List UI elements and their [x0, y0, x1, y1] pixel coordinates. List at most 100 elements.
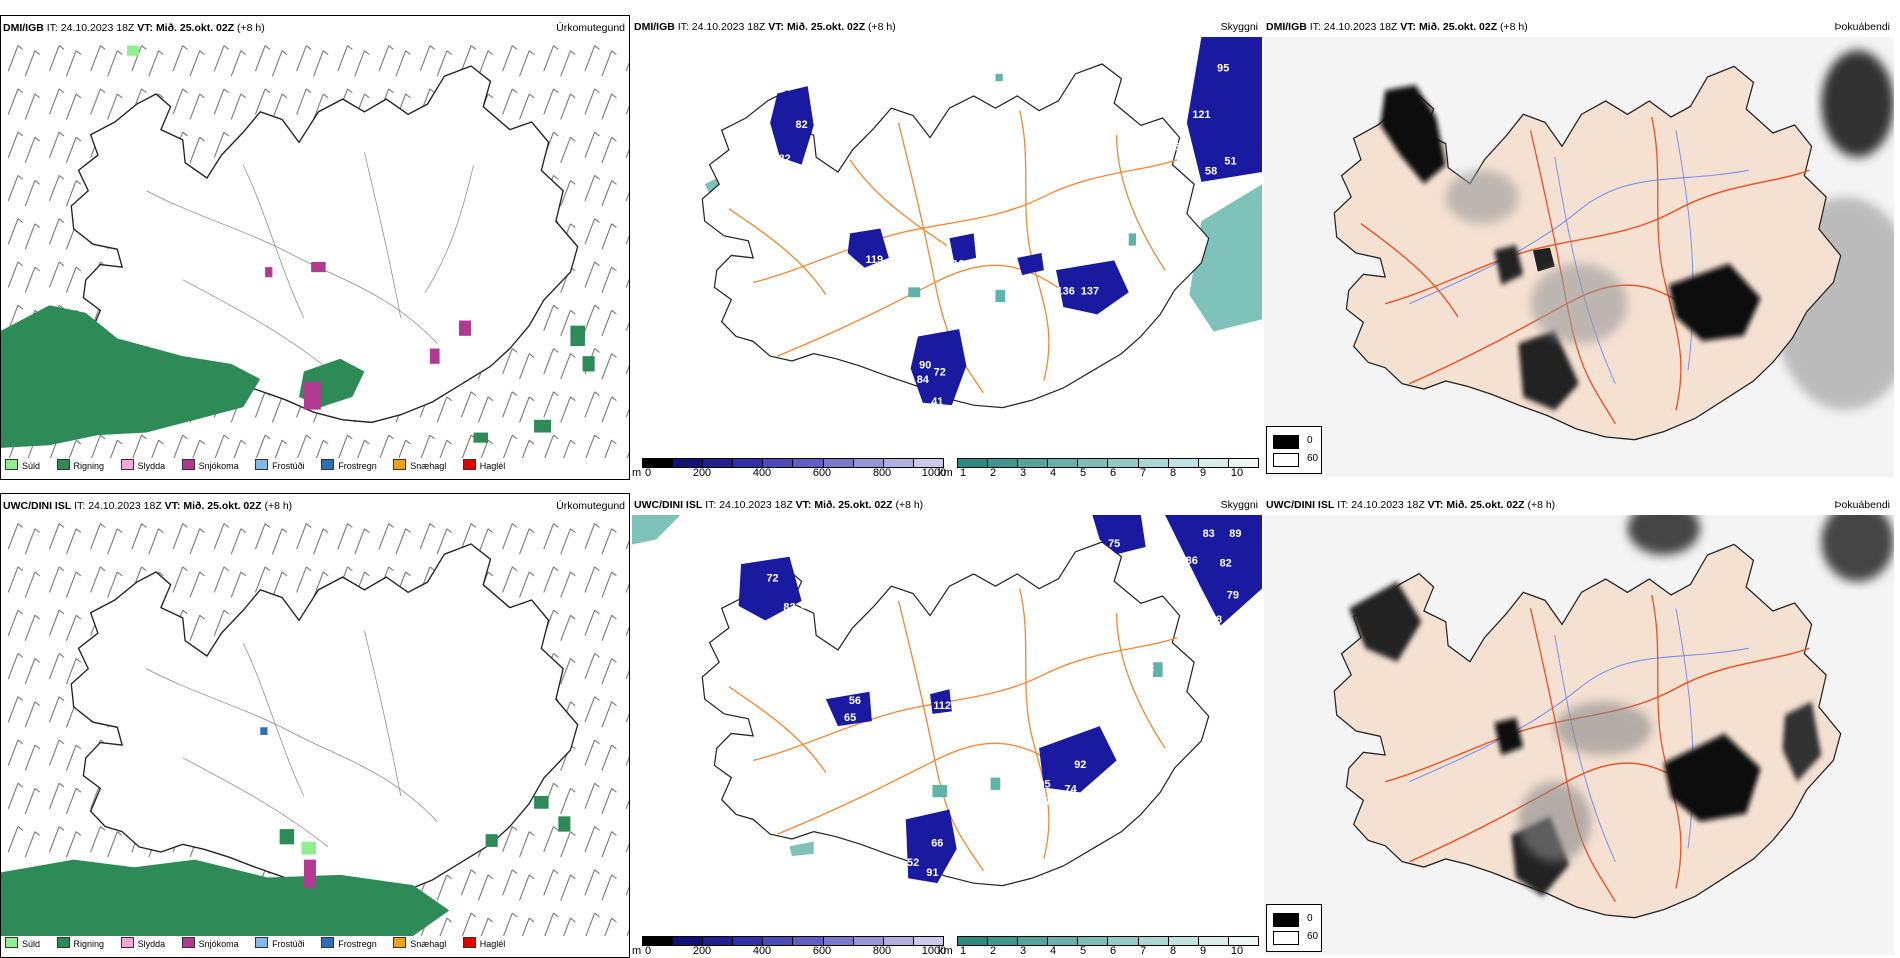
model-source: DMI/IGB	[1266, 21, 1307, 33]
cloud-base-label: 58	[1205, 165, 1217, 177]
lead-time: (+8 h)	[237, 22, 265, 34]
legend-swatch	[393, 459, 407, 470]
cloud-base-label: 83	[1203, 528, 1215, 540]
legend-swatch	[321, 937, 335, 948]
cloud-base-label: 105	[1032, 778, 1050, 790]
low-cloud-area	[770, 37, 1262, 406]
legend-item: Snæhagl	[393, 459, 446, 471]
lead-time: (+8 h)	[264, 500, 293, 512]
legend-swatch	[393, 937, 407, 948]
model-source: UWC/DINI ISL	[3, 500, 72, 512]
fog-legend: 0 60	[1266, 426, 1322, 474]
km-tick: 6	[1109, 945, 1117, 957]
low-cloud-area	[738, 515, 1262, 884]
model-source: UWC/DINI ISL	[1266, 499, 1335, 511]
km-tick: 10	[1230, 467, 1244, 479]
fog-panel-dmi: DMI/IGB IT: 24.10.2023 18Z VT: Mið. 25.o…	[1264, 15, 1894, 480]
km-tick: 9	[1199, 467, 1207, 479]
panel-header: UWC/DINI ISL IT: 24.10.2023 18Z VT: Mið.…	[3, 500, 625, 514]
km-tick: 4	[1049, 945, 1057, 957]
it-value: 24.10.2023 18Z	[88, 500, 162, 512]
it-label: IT:	[705, 499, 717, 511]
vt-value: Mið. 25.okt. 02Z	[786, 21, 866, 33]
vt-label: VT:	[795, 499, 812, 511]
fog-swatch	[1273, 453, 1299, 467]
km-tick: 9	[1199, 945, 1207, 957]
legend-item: Slydda	[120, 937, 165, 949]
cloud-base-label: 86	[1186, 555, 1198, 567]
cloud-base-label: 74	[1065, 783, 1078, 795]
km-tick: 2	[989, 467, 997, 479]
cloud-base-label: 92	[1074, 759, 1086, 771]
legend-swatch	[462, 459, 476, 470]
cloud-base-label: 66	[796, 178, 808, 190]
km-tick: 5	[1079, 467, 1087, 479]
vt-label: VT:	[137, 22, 154, 34]
model-source: DMI/IGB	[3, 22, 44, 34]
legend-swatch	[56, 459, 70, 470]
fog-label: 0	[1307, 435, 1313, 446]
cloud-base-label: 72	[766, 572, 778, 584]
cloud-base-label: 82	[779, 153, 791, 165]
m-tick: 400	[752, 467, 772, 479]
km-tick: 2	[989, 945, 997, 957]
panel-title: Skyggni	[1220, 499, 1258, 511]
cloud-panel-uwc: UWC/DINI ISL IT: 24.10.2023 18Z VT: Mið.…	[632, 493, 1262, 958]
vt-value: Mið. 25.okt. 02Z	[183, 500, 262, 512]
cloud-base-label: 20	[759, 89, 771, 101]
cloud-base-label: 72	[934, 367, 946, 379]
vt-label: VT:	[1400, 21, 1417, 33]
lead-time: (+8 h)	[868, 21, 896, 33]
m-colorbar	[642, 936, 944, 946]
cloud-base-label: 78	[1210, 614, 1222, 626]
it-value: 24.10.2023 18Z	[691, 21, 766, 33]
cloud-scale: m 0 200 400 600 800 1000 km 1 2 3 4 5 6 …	[632, 934, 1262, 958]
km-tick: 6	[1109, 467, 1117, 479]
fog-swatch	[1273, 913, 1299, 927]
it-label: IT:	[677, 21, 689, 33]
km-tick: 3	[1019, 467, 1027, 479]
m-tick: 400	[752, 945, 772, 957]
km-tick: 7	[1139, 467, 1147, 479]
cloud-base-label: 51	[1224, 156, 1236, 168]
km-colorbar	[957, 458, 1259, 468]
lead-time: (+8 h)	[1527, 499, 1556, 511]
precip-map	[1, 516, 629, 936]
cloud-base-labels: 75 83 89 86 82 79 78 86 82 69 72 56 65 112 92 105 74 73 66…	[745, 528, 1242, 894]
precip-panel-uwc: UWC/DINI ISL IT: 24.10.2023 18Z VT: Mið.…	[0, 493, 630, 958]
cloud-base-label: 67	[791, 165, 803, 177]
legend-item: Frostúði	[255, 937, 305, 949]
cloud-base-label: 112	[933, 700, 951, 712]
rain-area	[1, 796, 571, 936]
fog-swatch	[1273, 931, 1299, 945]
panel-header: DMI/IGB IT: 24.10.2023 18Z VT: Mið. 25.o…	[634, 21, 1258, 35]
km-tick: 8	[1169, 467, 1177, 479]
cloud-base-label: 69	[1174, 141, 1186, 153]
km-tick: 1	[959, 467, 967, 479]
m-unit: m	[632, 945, 642, 957]
fog-map	[1264, 515, 1894, 955]
legend-swatch	[181, 937, 195, 948]
cloud-base-label: 71	[1176, 126, 1188, 138]
model-source: UWC/DINI ISL	[634, 499, 703, 511]
cloud-base-label: 75	[1108, 538, 1120, 550]
panel-title: Úrkomutegund	[556, 500, 625, 512]
precip-legend: Súld Rigning Slydda Snjókoma Frostúði Fr…	[5, 459, 519, 473]
legend-swatch	[255, 459, 269, 470]
panel-header: DMI/IGB IT: 24.10.2023 18Z VT: Mið. 25.o…	[1266, 21, 1890, 35]
m-tick: 200	[692, 467, 712, 479]
it-label: IT:	[46, 22, 58, 34]
legend-item: Snæhagl	[393, 937, 446, 949]
panel-header: UWC/DINI ISL IT: 24.10.2023 18Z VT: Mið.…	[634, 499, 1258, 513]
m-tick: 0	[644, 945, 652, 957]
fog-label: 0	[1307, 913, 1313, 924]
m-tick: 800	[872, 467, 892, 479]
it-value: 24.10.2023 18Z	[1323, 21, 1398, 33]
cloud-base-label: 137	[1081, 286, 1099, 298]
legend-item: Súld	[5, 937, 40, 949]
panel-title: Úrkomutegund	[556, 22, 625, 34]
m-tick: 600	[812, 945, 832, 957]
cloud-base-label: 84	[917, 374, 930, 386]
vt-label: VT:	[164, 500, 181, 512]
lead-time: (+8 h)	[1500, 21, 1528, 33]
